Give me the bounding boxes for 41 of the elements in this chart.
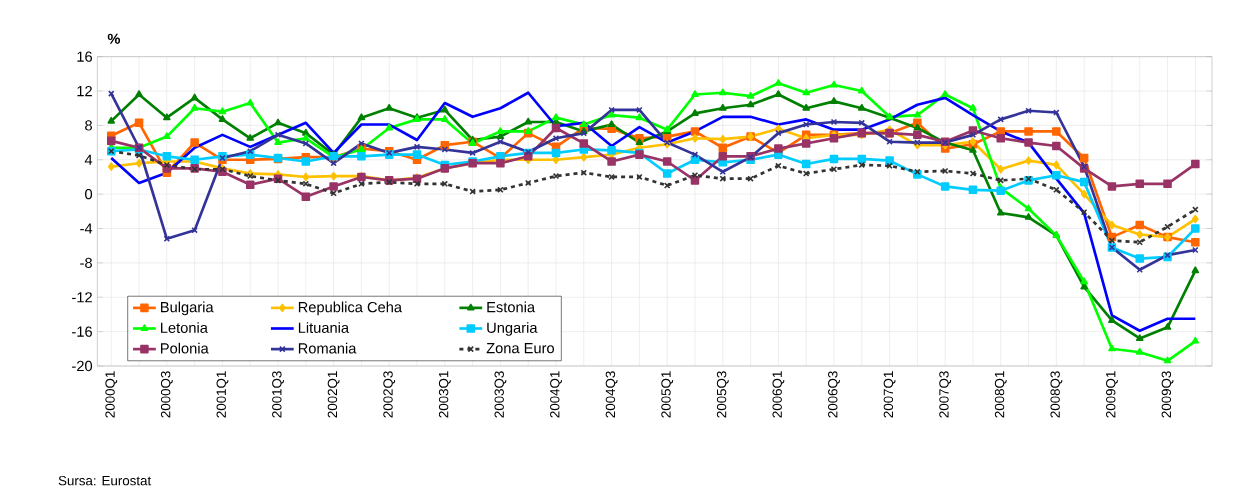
x-tick-label: 2005Q1 [661, 371, 674, 418]
x-tick-label: 2009Q3 [1161, 371, 1174, 418]
y-tick-label: 12 [77, 85, 92, 97]
y-tick-label: -20 [72, 360, 93, 372]
legend-label: Romania [298, 342, 357, 354]
legend-label: Bulgaria [161, 301, 214, 316]
text: Sursa: Eurostat [58, 475, 152, 486]
legend-label: Ungaria [487, 322, 538, 336]
legend-label: Zona Euro [486, 343, 554, 354]
legend-label: Polonia [161, 342, 209, 354]
x-tick-label: 2004Q1 [550, 371, 562, 418]
y-tick-label: 16 [77, 51, 92, 62]
legend-label: Estonia [487, 301, 536, 313]
x-tick-label: 2007Q3 [939, 371, 952, 418]
x-tick-label: 2007Q1 [883, 371, 896, 418]
y-tick-label: 0 [85, 188, 93, 200]
x-tick-label: 2004Q3 [605, 371, 618, 418]
x-tick-label: 2008Q3 [1050, 371, 1063, 418]
y-tick-label: -4 [80, 223, 93, 234]
x-tick-label: 2002Q1 [327, 371, 340, 418]
x-tick-label: 2000Q3 [160, 371, 173, 418]
x-tick-label: 2001Q1 [216, 371, 229, 418]
x-tick-label: 2002Q3 [383, 371, 396, 418]
legend-label: Republica Ceha [298, 301, 403, 316]
legend-label: Lituania [298, 322, 350, 333]
x-tick-label: 2003Q3 [494, 371, 507, 418]
x-tick-label: 2000Q1 [105, 371, 118, 418]
x-tick-label: 2001Q3 [272, 371, 284, 418]
legend-label: Letonia [161, 322, 208, 333]
y-tick-label: -8 [80, 257, 92, 269]
y-tick-label: 4 [84, 154, 93, 165]
x-tick-label: 2006Q1 [772, 371, 785, 418]
x-tick-label: 2005Q3 [716, 371, 729, 418]
y-axis-title: % [107, 33, 121, 44]
x-tick-label: 2008Q1 [994, 371, 1007, 418]
x-tick-label: 2009Q1 [1106, 371, 1118, 418]
y-tick-label: -12 [72, 292, 92, 303]
y-tick-label: -16 [72, 326, 92, 337]
x-tick-label: 2003Q1 [438, 371, 451, 418]
y-tick-label: 8 [85, 120, 92, 131]
x-tick-label: 2006Q3 [828, 371, 840, 418]
